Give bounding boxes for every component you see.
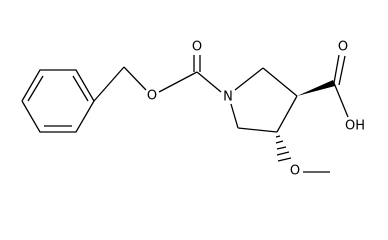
bond [158, 71, 198, 93]
bond [234, 67, 264, 91]
molecule-diagram: O O N O OH O [21, 40, 365, 179]
atom-label: O [290, 164, 300, 179]
atom-label: OH [345, 119, 365, 134]
bond [230, 103, 239, 129]
bond [123, 66, 147, 91]
wedge-bond [297, 80, 335, 96]
benzene-ring [21, 69, 95, 133]
bond [262, 67, 298, 97]
atom-label: O [338, 40, 348, 55]
aromatic-bond [72, 75, 89, 102]
hash-bond [275, 135, 292, 162]
atom-label: O [192, 40, 202, 55]
bond [333, 82, 349, 118]
bond [93, 66, 125, 102]
bond [276, 95, 298, 133]
bond [196, 71, 222, 93]
bond [237, 127, 278, 133]
double-bond [333, 54, 340, 84]
atom-label: N [223, 90, 233, 105]
double-bond [338, 55, 346, 86]
bonds [21, 54, 349, 173]
atom-labels: O O N O OH O [147, 40, 365, 179]
atom-label: O [147, 89, 157, 104]
aromatic-bond [27, 75, 44, 102]
